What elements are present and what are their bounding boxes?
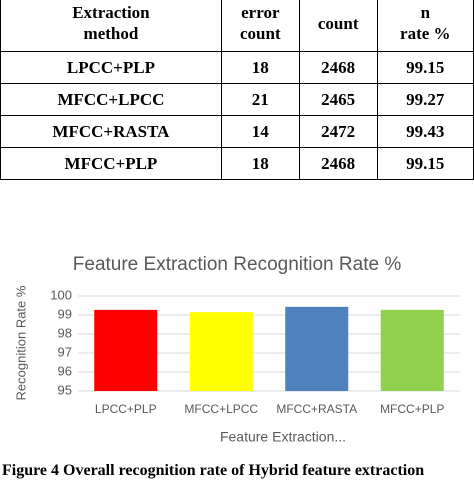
x-tick-label: MFCC+LPCC	[184, 402, 258, 416]
table-cell: 99.27	[376, 83, 474, 116]
table-cell: MFCC+LPCC	[0, 83, 222, 116]
header-cell: count	[298, 0, 378, 52]
bar	[380, 309, 444, 391]
y-axis-label: Recognition Rate %	[13, 285, 28, 400]
header-cell: n rate %	[376, 0, 474, 52]
table-cell: 2468	[298, 147, 378, 180]
header-text: error	[241, 3, 280, 22]
table-row: MFCC+PLP 18 2468 99.15	[0, 147, 474, 180]
x-tick-label: MFCC+RASTA	[276, 402, 357, 416]
table-cell: LPCC+PLP	[0, 51, 222, 84]
header-text: rate %	[400, 24, 451, 43]
header-text: method	[83, 24, 139, 43]
table-row: MFCC+RASTA 14 2472 99.43	[0, 115, 474, 148]
x-axis-label: Feature Extraction...	[220, 429, 346, 445]
table-cell: MFCC+PLP	[0, 147, 222, 180]
y-tick-label: 95	[58, 382, 72, 397]
table-cell: 99.43	[376, 115, 474, 148]
bar	[285, 306, 349, 391]
table-cell: 99.15	[376, 147, 474, 180]
x-tick-label: LPCC+PLP	[95, 402, 157, 416]
y-tick-label: 97	[58, 344, 72, 359]
bar	[189, 312, 253, 391]
header-text: count	[317, 13, 359, 33]
y-tick-label: 98	[58, 325, 72, 340]
table-cell: 18	[220, 147, 300, 180]
table-row: LPCC+PLP 18 2468 99.15	[0, 51, 474, 84]
header-cell: Extraction method	[0, 0, 222, 52]
table-cell: 99.15	[376, 51, 474, 84]
table-cell: MFCC+RASTA	[0, 115, 222, 148]
header-text: count	[239, 24, 281, 43]
x-tick-label: MFCC+PLP	[380, 402, 444, 416]
table-cell: 14	[220, 115, 300, 148]
caption: Figure 4 Overall recognition rate of Hyb…	[2, 462, 425, 479]
table-row: MFCC+LPCC 21 2465 99.27	[0, 83, 474, 116]
chart-title: Feature Extraction Recognition Rate %	[73, 254, 402, 275]
results-table: Extraction method error count count n rate % LP…	[0, 0, 474, 180]
header-text: n	[420, 3, 431, 22]
header-cell: error count	[220, 0, 300, 52]
table-cell: 18	[220, 51, 300, 84]
bar	[94, 309, 158, 391]
y-tick-label: 99	[58, 306, 72, 321]
y-tick-label: 100	[50, 287, 72, 302]
header-row: Extraction method error count count n rate %	[0, 0, 474, 52]
table-cell: 2472	[298, 115, 378, 148]
header-text: Extraction	[72, 3, 150, 22]
y-tick-label: 96	[58, 363, 72, 378]
table-cell: 21	[220, 83, 300, 116]
